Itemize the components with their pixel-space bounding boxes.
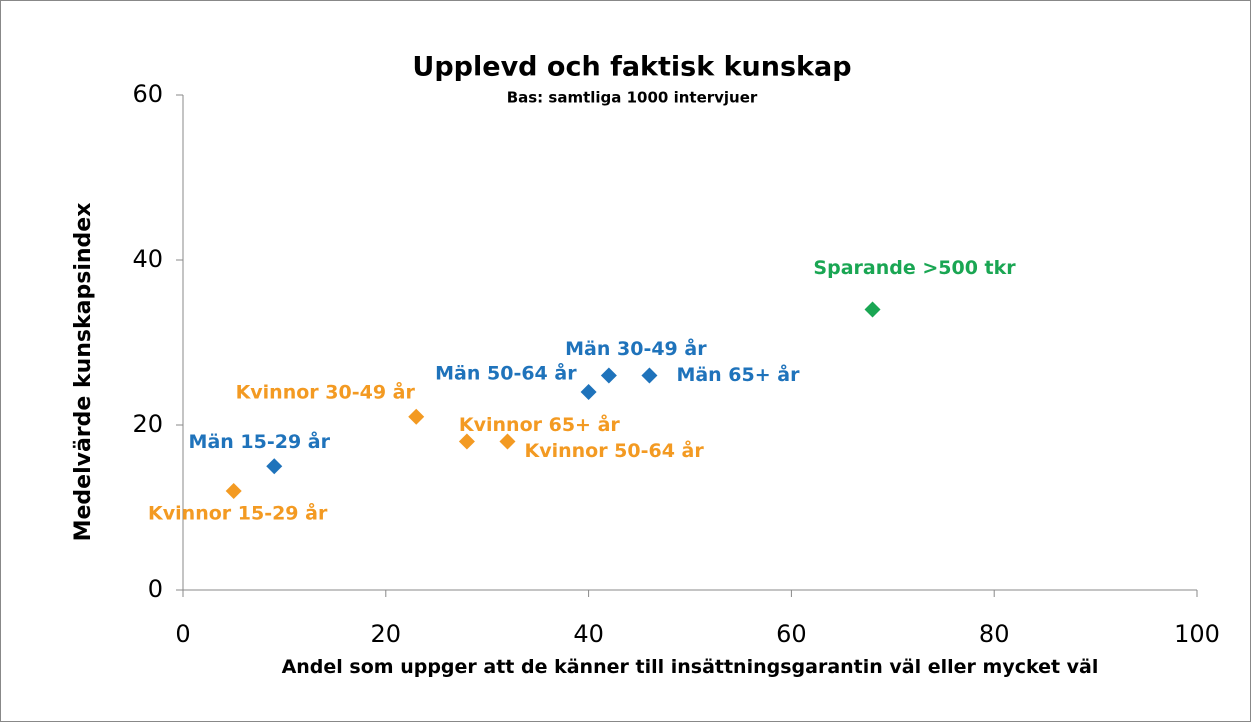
point-label: Kvinnor 50-64 år (524, 438, 704, 462)
point (225, 483, 242, 499)
x-tick-label: 100 (1174, 620, 1220, 648)
point-label: Sparande >500 tkr (813, 256, 1016, 279)
chart-subtitle: Bas: samtliga 1000 intervjuer (507, 89, 758, 107)
point (266, 458, 283, 475)
point-label: Män 65+ år (676, 362, 800, 386)
x-tick-label: 20 (371, 620, 402, 648)
point-label: Män 50-64 år (435, 361, 577, 385)
point (580, 384, 597, 400)
x-axis-title: Andel som uppger att de känner till insä… (281, 656, 1099, 678)
x-tick-label: 80 (979, 620, 1010, 648)
y-axis-title: Medelvärde kunskapsindex (71, 203, 96, 542)
x-tick-label: 40 (573, 620, 604, 648)
y-tick-label: 0 (148, 575, 163, 603)
point-label: Kvinnor 65+ år (459, 412, 621, 436)
x-tick-label: 0 (175, 620, 190, 648)
point-label: Kvinnor 15-29 år (148, 501, 328, 525)
point (458, 433, 475, 450)
point-label: Män 30-49 år (565, 336, 707, 360)
point-label-box: Sparande >500 tkr (813, 256, 1016, 279)
y-tick-label: 40 (132, 245, 163, 273)
chart-title: Upplevd och faktisk kunskap (412, 52, 851, 83)
x-tick-label: 60 (776, 620, 807, 648)
point (408, 408, 425, 425)
point-label: Män 15-29 år (189, 429, 331, 453)
point (641, 367, 658, 384)
point-label: Kvinnor 30-49 år (236, 379, 416, 403)
point (864, 301, 881, 318)
y-tick-label: 20 (132, 410, 163, 438)
point (499, 433, 516, 450)
y-tick-label: 60 (132, 80, 163, 108)
point (600, 367, 617, 384)
